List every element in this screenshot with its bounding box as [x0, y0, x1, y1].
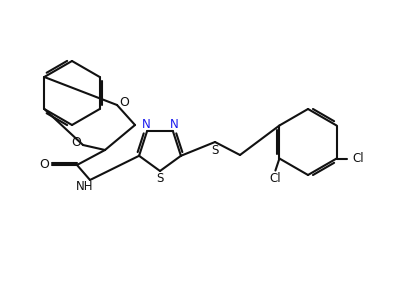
- Text: Cl: Cl: [353, 152, 364, 165]
- Text: Cl: Cl: [270, 172, 281, 185]
- Text: O: O: [71, 137, 81, 149]
- Text: S: S: [156, 173, 164, 186]
- Text: NH: NH: [76, 179, 94, 192]
- Text: O: O: [119, 97, 129, 110]
- Text: N: N: [170, 118, 178, 131]
- Text: O: O: [39, 159, 49, 171]
- Text: S: S: [211, 143, 219, 157]
- Text: N: N: [142, 118, 150, 131]
